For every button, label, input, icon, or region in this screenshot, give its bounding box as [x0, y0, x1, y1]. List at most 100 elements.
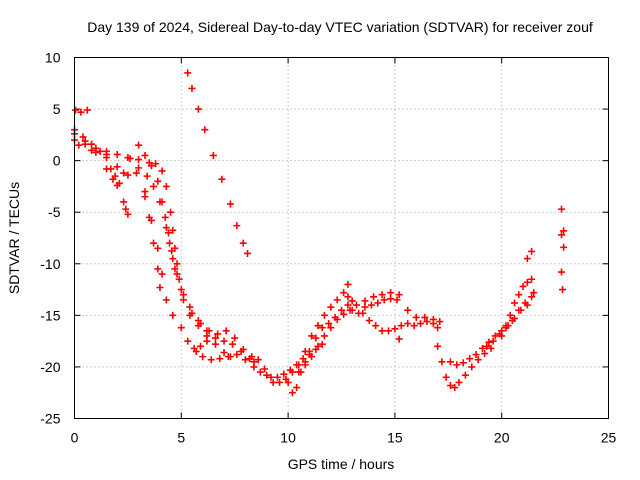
- data-point: [325, 320, 333, 328]
- data-point: [267, 373, 275, 381]
- data-point: [239, 239, 247, 247]
- data-point: [348, 306, 356, 314]
- y-tick-label: -10: [40, 256, 60, 272]
- data-point: [423, 318, 431, 326]
- data-point: [472, 351, 480, 359]
- data-point: [481, 350, 489, 358]
- data-point: [511, 299, 519, 307]
- series-trace-y: [558, 205, 568, 294]
- data-point: [560, 227, 568, 235]
- series-trace-j: [184, 69, 252, 257]
- data-point: [96, 147, 104, 155]
- data-point: [162, 224, 170, 232]
- data-point: [92, 148, 100, 156]
- data-point: [558, 231, 566, 239]
- data-point: [474, 356, 482, 364]
- data-point: [365, 317, 373, 325]
- data-point: [239, 345, 247, 353]
- series-trace-t: [446, 306, 525, 369]
- data-point: [197, 342, 205, 350]
- data-point: [269, 378, 277, 386]
- data-point: [340, 310, 348, 318]
- data-point: [491, 332, 499, 340]
- x-tick-label: 5: [177, 430, 185, 446]
- series-trace-n: [284, 297, 356, 397]
- data-point: [211, 334, 219, 342]
- data-point: [453, 361, 461, 369]
- y-tick-label: -15: [40, 307, 60, 323]
- grid: [74, 57, 609, 419]
- data-point: [372, 322, 380, 330]
- data-point: [558, 205, 566, 213]
- data-point: [378, 327, 386, 335]
- data-point: [158, 270, 166, 278]
- data-point: [162, 296, 170, 304]
- series-trace-r: [395, 335, 403, 343]
- data-point: [248, 353, 256, 361]
- data-point: [387, 295, 395, 303]
- data-point: [179, 296, 187, 304]
- series-trace-v: [498, 275, 536, 340]
- data-point: [186, 311, 194, 319]
- data-point: [135, 141, 143, 149]
- data-point: [320, 311, 328, 319]
- data-point: [391, 325, 399, 333]
- data-point: [166, 239, 174, 247]
- data-point: [194, 322, 202, 330]
- data-point: [244, 249, 252, 257]
- data-point: [395, 335, 403, 343]
- data-point: [483, 342, 491, 350]
- data-point: [167, 208, 175, 216]
- data-point: [367, 301, 375, 309]
- series-trace-b: [71, 126, 123, 187]
- data-point: [397, 322, 405, 330]
- data-point: [173, 270, 181, 278]
- series-trace-h: [145, 159, 234, 361]
- data-point: [154, 177, 162, 185]
- data-point: [211, 340, 219, 348]
- data-point: [156, 284, 164, 292]
- data-point: [194, 105, 202, 113]
- series-trace-g: [135, 141, 247, 353]
- data-point: [169, 226, 177, 234]
- data-point: [261, 365, 269, 373]
- data-point: [150, 239, 158, 247]
- data-point: [446, 381, 454, 389]
- data-point: [327, 324, 335, 332]
- data-point: [192, 347, 200, 355]
- data-point: [461, 371, 469, 379]
- data-point: [122, 205, 130, 213]
- data-point: [135, 164, 143, 172]
- data-point: [186, 303, 194, 311]
- data-point: [312, 334, 320, 342]
- data-point: [370, 293, 378, 301]
- data-point: [233, 222, 241, 230]
- data-point: [173, 260, 181, 268]
- data-point: [205, 327, 213, 335]
- data-point: [506, 311, 514, 319]
- data-point: [404, 320, 412, 328]
- data-point: [216, 355, 224, 363]
- data-point: [126, 155, 134, 163]
- data-point: [438, 358, 446, 366]
- data-point: [220, 337, 228, 345]
- data-point: [288, 389, 296, 397]
- data-point: [220, 348, 228, 356]
- series-trace-a: [72, 106, 91, 116]
- y-tick-label: 10: [45, 50, 61, 66]
- data-point: [120, 198, 128, 206]
- data-point: [308, 353, 316, 361]
- series-trace-q: [344, 293, 401, 317]
- series-trace-i: [120, 198, 132, 218]
- series-trace-d: [71, 130, 121, 189]
- data-point: [152, 160, 160, 168]
- data-point: [344, 301, 352, 309]
- data-point: [161, 213, 169, 221]
- data-point: [229, 340, 237, 348]
- data-point: [75, 141, 83, 149]
- data-point: [103, 165, 111, 173]
- data-point: [276, 378, 284, 386]
- data-point: [162, 182, 170, 190]
- x-tick-label: 15: [387, 430, 403, 446]
- data-point: [199, 353, 207, 361]
